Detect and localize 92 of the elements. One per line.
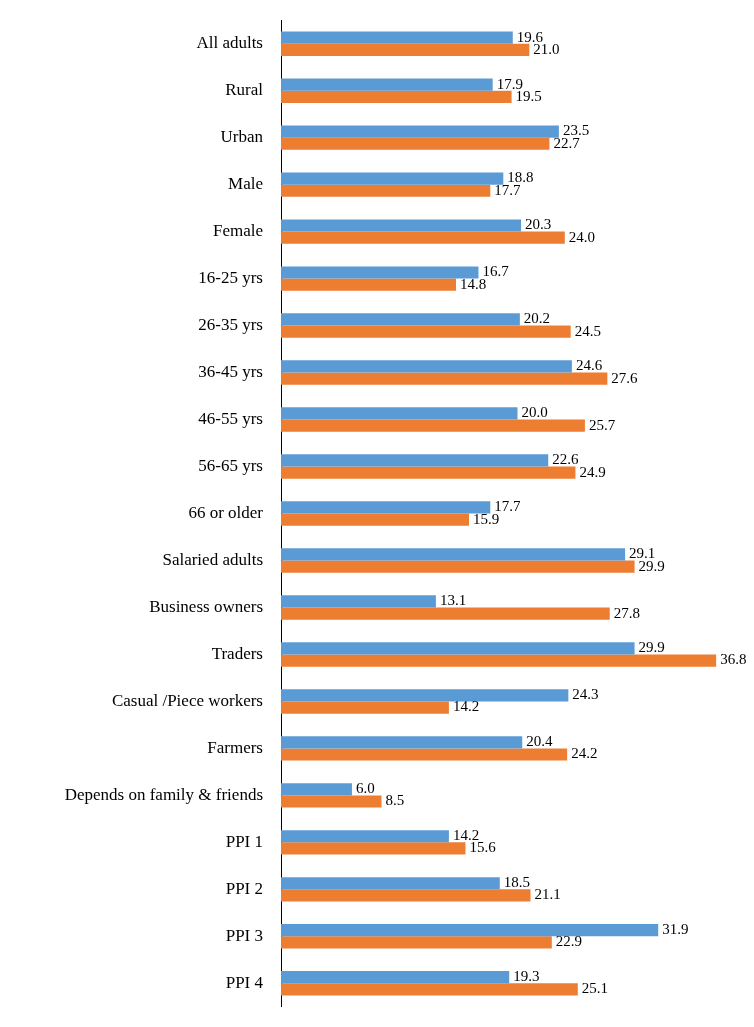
- bar: [281, 748, 568, 761]
- data-label: 20.0: [521, 404, 548, 421]
- bar: [281, 701, 449, 714]
- bar: [281, 983, 578, 996]
- bar: [281, 607, 610, 620]
- y-tick-label: 46-55 yrs: [198, 409, 263, 429]
- data-label: 24.3: [572, 686, 599, 703]
- data-label: 18.5: [503, 874, 531, 891]
- y-tick-label: Male: [228, 174, 263, 194]
- data-label: 19.3: [513, 968, 540, 985]
- y-tick-label: Salaried adults: [162, 549, 263, 569]
- data-label: 25.7: [588, 416, 616, 433]
- data-label: 17.9: [496, 75, 523, 92]
- y-tick-label: 56-65 yrs: [198, 455, 263, 475]
- data-label: 27.6: [611, 369, 639, 386]
- data-label: 13.1: [439, 592, 467, 609]
- bar: [281, 548, 626, 561]
- data-label: 14.2: [452, 698, 480, 715]
- y-tick-label: Female: [212, 221, 263, 241]
- bar: [281, 783, 352, 796]
- data-label: 24.6: [575, 357, 603, 374]
- bar: [281, 795, 382, 808]
- bar: [281, 830, 449, 843]
- data-label: 24.2: [571, 745, 598, 762]
- bar: [281, 560, 635, 573]
- y-tick-label: 16-25 yrs: [198, 268, 263, 288]
- bar: [281, 419, 585, 432]
- bar: [281, 877, 500, 890]
- y-tick-label: Urban: [220, 127, 264, 147]
- data-label: 36.8: [720, 651, 747, 668]
- data-label: 21.1: [534, 886, 561, 903]
- bar: [281, 266, 479, 279]
- y-tick-label: 66 or older: [188, 502, 264, 522]
- bar: [281, 184, 491, 197]
- data-label: 20.4: [526, 733, 553, 750]
- data-label: 24.5: [574, 322, 601, 339]
- data-label: 22.9: [555, 933, 583, 950]
- bar: [281, 325, 571, 338]
- y-tick-label: 26-35 yrs: [198, 315, 263, 335]
- y-tick-label: PPI 3: [225, 925, 263, 945]
- bar: [281, 137, 550, 150]
- y-tick-label: All adults: [196, 33, 263, 53]
- bar: [281, 736, 523, 749]
- bar: [281, 971, 510, 984]
- data-label: 25.1: [581, 980, 609, 997]
- bar: [281, 90, 512, 103]
- bar: [281, 654, 717, 667]
- data-label: 22.6: [552, 451, 579, 468]
- data-label: 29.9: [638, 639, 665, 656]
- y-tick-label: Rural: [225, 80, 264, 100]
- y-tick-label: Farmers: [207, 737, 263, 757]
- bar: [281, 219, 522, 232]
- bar: [281, 231, 565, 244]
- y-tick-label: PPI 2: [225, 878, 263, 898]
- bar: [281, 889, 531, 902]
- data-label: 20.3: [525, 216, 552, 233]
- bar: [281, 466, 576, 479]
- y-tick-label: Traders: [211, 643, 263, 663]
- bar: [281, 125, 559, 138]
- y-tick-label: PPI 1: [225, 831, 263, 851]
- bar: [281, 689, 569, 702]
- bar: [281, 842, 466, 855]
- bar: [281, 642, 635, 655]
- bar: [281, 313, 520, 326]
- bar: [281, 407, 518, 420]
- bar: [281, 31, 513, 44]
- data-label: 15.6: [469, 839, 497, 856]
- bar: [281, 278, 457, 291]
- data-label: 27.8: [613, 604, 640, 621]
- y-tick-label: Depends on family & friends: [64, 784, 263, 804]
- y-tick-label: 36-45 yrs: [198, 362, 263, 382]
- bar: [281, 360, 572, 373]
- bar: [281, 78, 493, 91]
- data-label: 24.9: [579, 463, 606, 480]
- y-tick-label: Business owners: [149, 596, 263, 616]
- data-label: 6.0: [355, 780, 375, 797]
- bar: [281, 43, 530, 56]
- bar: [281, 924, 659, 937]
- bar: [281, 501, 491, 514]
- data-label: 24.0: [568, 228, 596, 245]
- y-tick-label: Casual /Piece workers: [111, 690, 263, 710]
- data-label: 31.9: [662, 921, 689, 938]
- bar: [281, 595, 436, 608]
- bar: [281, 372, 608, 385]
- y-tick-label: PPI 4: [225, 972, 264, 992]
- bar: [281, 454, 549, 467]
- data-label: 8.5: [385, 792, 405, 809]
- bar: [281, 936, 552, 949]
- bar: [281, 513, 470, 526]
- data-label: 19.6: [516, 28, 544, 45]
- data-label: 20.2: [523, 310, 551, 327]
- bar: [281, 172, 504, 185]
